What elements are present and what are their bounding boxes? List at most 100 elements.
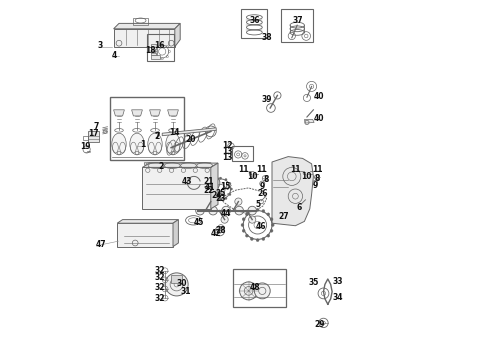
Circle shape: [214, 197, 216, 199]
Polygon shape: [211, 163, 218, 209]
Text: 40: 40: [314, 92, 324, 101]
Circle shape: [248, 206, 257, 215]
Circle shape: [242, 218, 245, 221]
Text: 42: 42: [211, 229, 221, 238]
Ellipse shape: [166, 133, 180, 155]
Text: 2: 2: [159, 162, 164, 171]
Bar: [151, 55, 160, 59]
Text: 37: 37: [293, 16, 304, 25]
Text: 23: 23: [215, 194, 226, 203]
Text: 43: 43: [182, 177, 193, 186]
Circle shape: [245, 234, 248, 237]
Polygon shape: [162, 128, 216, 136]
Text: 29: 29: [315, 320, 325, 329]
Text: 36: 36: [249, 16, 260, 25]
Bar: [151, 44, 157, 55]
Text: 46: 46: [256, 222, 267, 231]
Circle shape: [248, 216, 256, 223]
Bar: [147, 34, 174, 61]
Circle shape: [209, 188, 211, 190]
Text: 32: 32: [154, 294, 165, 302]
Bar: [233, 269, 286, 307]
Circle shape: [220, 199, 221, 201]
Text: 31: 31: [180, 287, 191, 296]
Circle shape: [214, 179, 216, 181]
Text: 24: 24: [211, 191, 221, 199]
Polygon shape: [175, 23, 180, 47]
Circle shape: [250, 210, 253, 212]
Polygon shape: [114, 110, 124, 116]
Text: 11: 11: [290, 166, 301, 175]
Text: 25: 25: [215, 189, 226, 198]
Text: 47: 47: [96, 240, 106, 249]
Text: 1: 1: [140, 140, 145, 149]
Circle shape: [240, 282, 258, 300]
Ellipse shape: [130, 133, 144, 155]
Circle shape: [256, 239, 259, 242]
Text: 11: 11: [312, 166, 322, 175]
Text: 27: 27: [279, 212, 289, 221]
Ellipse shape: [112, 133, 126, 155]
Circle shape: [230, 188, 232, 190]
Bar: [242, 9, 268, 38]
Text: 30: 30: [177, 279, 187, 288]
Polygon shape: [114, 29, 175, 47]
Text: 40: 40: [314, 114, 324, 122]
Text: 48: 48: [250, 284, 260, 292]
Polygon shape: [225, 184, 231, 190]
Text: 8: 8: [263, 175, 269, 184]
Text: 12: 12: [222, 141, 233, 150]
Circle shape: [235, 198, 242, 205]
Circle shape: [271, 224, 274, 226]
Text: 34: 34: [333, 293, 343, 302]
Text: 14: 14: [169, 128, 179, 137]
Circle shape: [256, 208, 259, 211]
Text: 9: 9: [260, 182, 265, 191]
Polygon shape: [114, 23, 180, 29]
Circle shape: [241, 224, 244, 226]
Circle shape: [165, 273, 188, 296]
Circle shape: [225, 179, 227, 181]
Text: 28: 28: [215, 226, 226, 235]
Text: 4: 4: [111, 51, 117, 60]
Polygon shape: [117, 223, 173, 247]
Ellipse shape: [148, 133, 162, 155]
Text: 32: 32: [154, 274, 165, 282]
Polygon shape: [117, 220, 178, 223]
Circle shape: [210, 183, 212, 185]
Circle shape: [267, 234, 270, 237]
Circle shape: [262, 238, 265, 240]
Text: 9: 9: [313, 181, 318, 190]
Text: 38: 38: [261, 33, 272, 42]
Text: 10: 10: [301, 172, 312, 181]
Text: 6: 6: [296, 202, 302, 212]
Text: 32: 32: [154, 284, 165, 292]
Circle shape: [245, 213, 248, 216]
Text: 2: 2: [154, 132, 159, 141]
Circle shape: [207, 198, 215, 205]
Polygon shape: [144, 163, 212, 166]
Bar: [281, 9, 313, 42]
Circle shape: [225, 197, 227, 199]
Text: 19: 19: [81, 143, 91, 152]
Text: 26: 26: [257, 189, 268, 198]
Text: 18: 18: [146, 46, 156, 55]
Bar: [110, 97, 184, 160]
Bar: [83, 136, 88, 140]
Text: 7: 7: [154, 132, 159, 141]
Text: 21: 21: [203, 177, 214, 186]
Circle shape: [209, 206, 218, 215]
Polygon shape: [143, 163, 218, 167]
Text: 33: 33: [333, 277, 343, 286]
Text: 44: 44: [221, 209, 232, 217]
Bar: [232, 146, 253, 161]
Polygon shape: [132, 110, 143, 116]
Polygon shape: [149, 110, 160, 116]
Text: 45: 45: [194, 218, 204, 227]
Text: 11: 11: [256, 166, 267, 175]
Circle shape: [267, 213, 270, 216]
Circle shape: [235, 206, 244, 215]
Text: 15: 15: [220, 182, 230, 191]
Bar: [133, 18, 148, 25]
Text: 17: 17: [88, 130, 98, 139]
